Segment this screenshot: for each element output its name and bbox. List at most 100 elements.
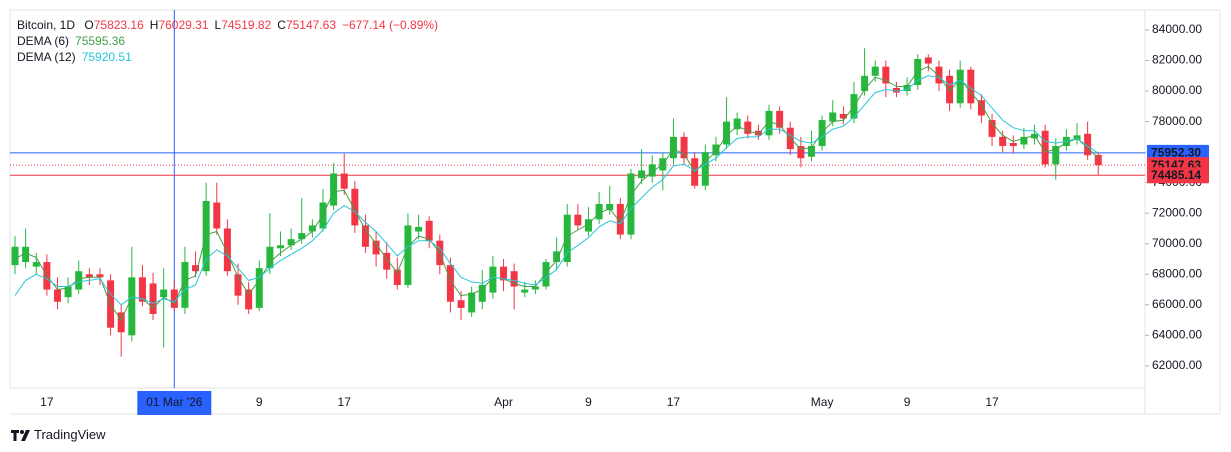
candle-body [85,274,93,278]
candle-body [234,274,242,296]
ohlc-key: L [214,18,222,32]
candle-body [340,173,348,189]
y-tick-label: 82000.00 [1152,53,1202,67]
candle-body [245,289,253,310]
candle-body [924,57,932,64]
legend-panel: Bitcoin, 1D O75823.16 H76029.31 L74519.82 C… [17,17,438,65]
candle-body [648,164,656,177]
candle-body [1052,146,1060,165]
candle-body [425,220,433,241]
candle-body [733,118,741,130]
candle-body [266,246,274,269]
price-label-box [1147,167,1209,184]
candle-body [383,252,391,270]
candle-body [393,269,401,285]
candle-body [22,246,30,263]
candle-body [680,136,688,159]
candle-body [351,188,359,226]
candle-body [861,75,869,92]
candle-body [75,271,83,290]
indicator-name: DEMA (6) [17,34,70,48]
candle-body [946,75,954,104]
change-value: −677.14 (−0.89%) [342,18,439,32]
candle-body [977,100,985,116]
candle-body [839,113,847,119]
ohlc-key: H [149,18,159,32]
candle-body [797,146,805,159]
candle-body [149,283,157,314]
candle-body [521,289,529,293]
candle-body [160,289,168,298]
candle-body [138,277,146,302]
crosshair-time-box [137,391,212,415]
candle-body [871,66,879,76]
x-tick-label: 17 [985,395,999,409]
indicator-value: 75595.36 [75,34,126,48]
candle-body [446,265,454,302]
candle-body [11,246,19,266]
candle-body [510,271,518,287]
x-tick-label: Apr [494,395,513,409]
candle-body [213,202,221,229]
candle-body [1073,135,1081,140]
candle-body [1009,142,1017,147]
candle-body [308,225,316,232]
y-tick-label: 68000.00 [1152,266,1202,280]
candle-body [277,245,284,249]
price-label: 74485.14 [1151,168,1201,182]
y-tick-label: 72000.00 [1152,205,1202,219]
candle-body [1041,130,1049,165]
y-tick-label: 62000.00 [1152,358,1202,372]
ohlc-value: 76029.31 [158,18,209,32]
candle-body [96,274,104,278]
candle-body [627,173,635,235]
x-tick-label: 17 [40,395,54,409]
y-tick-label: 84000.00 [1152,22,1202,36]
candle-body [372,240,380,255]
candle-body [1094,154,1102,166]
indicator-legend[interactable]: DEMA (12) 75920.51 [17,49,438,65]
candle-body [616,204,624,235]
candle-body [935,66,943,84]
candle-body [404,225,412,285]
candle-body [468,292,476,313]
candle-body [744,121,752,134]
indicator-name: DEMA (12) [17,50,76,64]
candle-body [563,214,571,263]
candle-body [882,66,890,84]
price-label-box [1147,144,1209,161]
candle-body [1020,136,1028,145]
brand[interactable]: TradingView [10,427,106,442]
candle-body [903,84,911,92]
x-tick-label: 9 [585,395,592,409]
candle-body [53,289,61,302]
candle-body [478,284,486,302]
candle-body [712,144,720,156]
indicator-legend[interactable]: DEMA (6) 75595.36 [17,33,438,49]
candle-body [584,219,592,232]
candle-body [701,152,709,186]
candle-body [361,225,369,247]
candle-body [223,228,231,272]
price-label: 75952.30 [1151,146,1201,160]
x-tick-label: 01 Mar '26 [146,395,203,409]
candle-body [128,277,136,336]
candle-body [988,120,996,137]
candle-body [723,121,731,145]
y-tick-label: 66000.00 [1152,297,1202,311]
symbol-title[interactable]: Bitcoin, 1D [17,18,76,32]
candle-body [170,289,178,308]
candle-body [765,110,773,136]
candle-body [117,312,125,333]
ohlc-value: 74519.82 [221,18,272,32]
y-tick-label: 70000.00 [1152,236,1202,250]
candle-body [669,136,677,159]
x-tick-label: May [811,395,834,409]
x-tick-label: 17 [338,395,352,409]
candle-body [500,266,508,281]
candle-body [32,262,40,267]
ohlc-row: Bitcoin, 1D O75823.16 H76029.31 L74519.82 C… [17,17,438,33]
candle-body [776,110,784,128]
y-tick-label: 64000.00 [1152,328,1202,342]
indicator-line [14,75,1099,306]
